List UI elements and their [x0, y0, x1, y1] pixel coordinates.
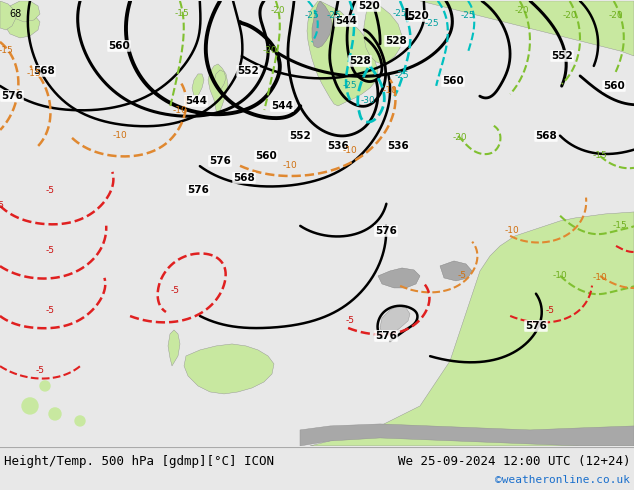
Text: 576: 576: [375, 331, 397, 341]
Text: -10: -10: [283, 161, 297, 171]
Text: -5: -5: [46, 246, 55, 255]
Text: -20: -20: [453, 133, 467, 143]
Text: -15: -15: [174, 9, 190, 19]
Polygon shape: [10, 1, 40, 22]
Text: -10: -10: [593, 273, 607, 282]
Polygon shape: [364, 1, 402, 64]
Text: -30: -30: [361, 97, 375, 105]
Text: 552: 552: [551, 51, 573, 61]
Text: -5: -5: [171, 287, 179, 295]
Circle shape: [22, 398, 38, 414]
Text: -15: -15: [593, 151, 607, 160]
Polygon shape: [5, 14, 40, 38]
Text: 528: 528: [385, 36, 407, 46]
Text: -25: -25: [327, 11, 341, 21]
Polygon shape: [192, 74, 204, 96]
Text: -25: -25: [305, 11, 320, 21]
Text: -25: -25: [392, 9, 407, 19]
Text: 544: 544: [335, 16, 357, 26]
Text: -10: -10: [553, 271, 567, 280]
Polygon shape: [214, 70, 226, 91]
Polygon shape: [307, 1, 378, 106]
Polygon shape: [208, 64, 228, 116]
Text: 528: 528: [349, 56, 371, 66]
Polygon shape: [378, 268, 420, 288]
Polygon shape: [312, 1, 332, 48]
Text: -10: -10: [383, 86, 398, 96]
Text: -25: -25: [343, 81, 358, 91]
Text: Height/Temp. 500 hPa [gdmp][°C] ICON: Height/Temp. 500 hPa [gdmp][°C] ICON: [4, 455, 274, 468]
Text: -5: -5: [458, 271, 467, 280]
Text: 544: 544: [185, 96, 207, 106]
Text: -20: -20: [609, 11, 623, 21]
Text: -25: -25: [461, 11, 476, 21]
Text: 576: 576: [525, 321, 547, 331]
Text: We 25-09-2024 12:00 UTC (12+24): We 25-09-2024 12:00 UTC (12+24): [398, 455, 630, 468]
Text: -15: -15: [612, 221, 628, 230]
Circle shape: [75, 416, 85, 426]
Text: 560: 560: [108, 41, 130, 51]
Text: 568: 568: [233, 173, 255, 183]
Text: 568: 568: [33, 66, 55, 76]
Circle shape: [49, 408, 61, 420]
Text: -20: -20: [271, 6, 285, 16]
Text: -10: -10: [342, 147, 358, 155]
Text: 552: 552: [237, 66, 259, 76]
Text: 520: 520: [407, 11, 429, 21]
Text: 552: 552: [289, 131, 311, 141]
Text: -20: -20: [262, 47, 277, 55]
Text: 68: 68: [10, 9, 22, 19]
Text: 576: 576: [209, 156, 231, 166]
Text: -5: -5: [545, 306, 555, 316]
Text: -5: -5: [46, 186, 55, 196]
Text: -15: -15: [0, 47, 13, 55]
Text: -25: -25: [395, 72, 410, 80]
Text: ©weatheronline.co.uk: ©weatheronline.co.uk: [495, 475, 630, 485]
Text: 576: 576: [375, 226, 397, 236]
Text: -10: -10: [172, 106, 188, 116]
Text: 568: 568: [535, 131, 557, 141]
Text: -5: -5: [36, 367, 44, 375]
Polygon shape: [380, 306, 410, 336]
Polygon shape: [420, 1, 634, 56]
Text: 560: 560: [603, 81, 625, 91]
Polygon shape: [440, 261, 472, 281]
Text: -5: -5: [0, 201, 4, 210]
Text: 560: 560: [442, 76, 464, 86]
Text: -20: -20: [563, 11, 578, 21]
Text: 576: 576: [187, 185, 209, 195]
Text: -5: -5: [46, 306, 55, 316]
Text: 520: 520: [358, 1, 380, 11]
Text: 560: 560: [255, 151, 277, 161]
Polygon shape: [310, 212, 634, 446]
Circle shape: [40, 381, 50, 391]
Text: 576: 576: [1, 91, 23, 101]
Text: -5: -5: [346, 317, 354, 325]
Polygon shape: [300, 424, 634, 446]
Text: -10: -10: [113, 131, 127, 141]
Text: 536: 536: [327, 141, 349, 151]
Polygon shape: [184, 344, 274, 394]
Text: L: L: [403, 8, 413, 24]
Text: -10: -10: [505, 226, 519, 235]
Text: -20: -20: [515, 6, 529, 16]
Polygon shape: [0, 1, 16, 30]
Text: -25: -25: [425, 20, 439, 28]
Text: 544: 544: [271, 101, 293, 111]
Text: 536: 536: [387, 141, 409, 151]
Text: -15: -15: [27, 70, 41, 78]
Polygon shape: [168, 330, 180, 366]
